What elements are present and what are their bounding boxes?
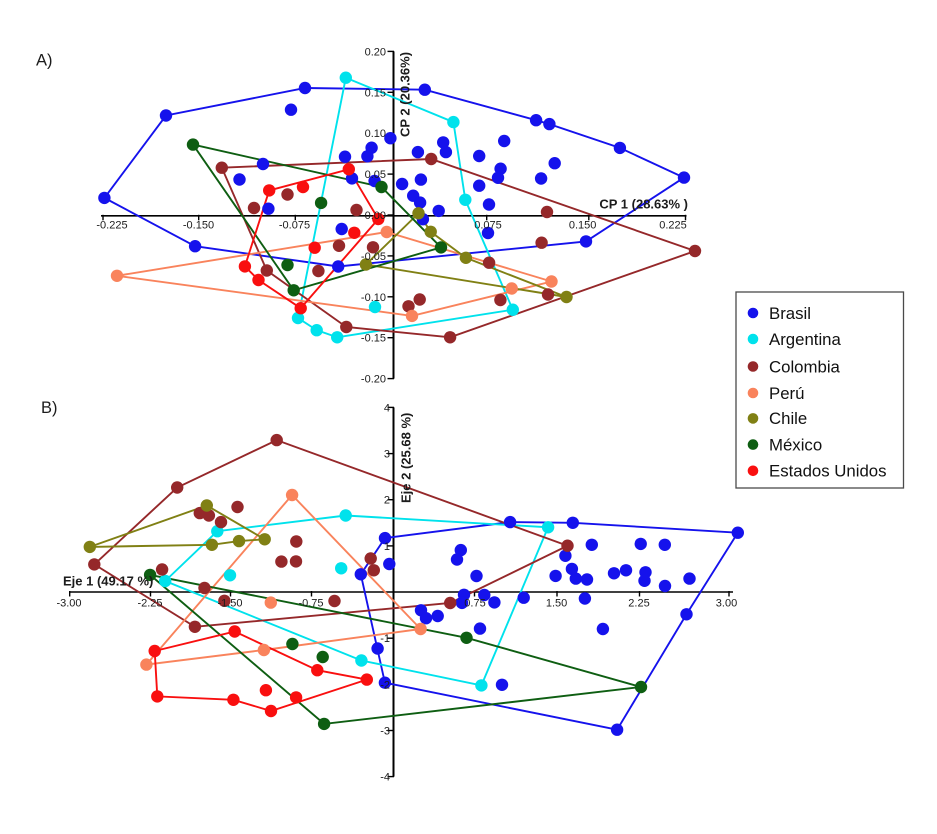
svg-text:0.20: 0.20 <box>365 46 386 58</box>
svg-text:México: México <box>769 435 822 454</box>
svg-text:-0.075: -0.075 <box>279 220 310 232</box>
svg-text:1: 1 <box>384 541 390 553</box>
svg-text:Chile: Chile <box>769 409 807 428</box>
svg-text:-1.50: -1.50 <box>217 598 242 610</box>
svg-text:Estados Unidos: Estados Unidos <box>769 462 887 481</box>
svg-text:-0.20: -0.20 <box>361 374 386 386</box>
svg-text:-0.75: -0.75 <box>298 598 323 610</box>
svg-text:0.05: 0.05 <box>365 169 386 181</box>
svg-text:-0.150: -0.150 <box>183 220 214 232</box>
svg-text:0.15: 0.15 <box>365 87 386 99</box>
svg-text:0.75: 0.75 <box>464 598 485 610</box>
svg-text:Brasil: Brasil <box>769 304 811 323</box>
svg-text:-0.05: -0.05 <box>361 251 386 263</box>
svg-text:0.225: 0.225 <box>659 220 687 232</box>
svg-text:0.150: 0.150 <box>569 220 597 232</box>
svg-text:B): B) <box>41 399 58 417</box>
svg-text:-2.25: -2.25 <box>137 598 162 610</box>
svg-text:0.075: 0.075 <box>474 220 502 232</box>
svg-text:1.50: 1.50 <box>546 598 567 610</box>
svg-text:-1: -1 <box>380 633 390 645</box>
svg-text:Perú: Perú <box>769 384 804 403</box>
svg-text:A): A) <box>36 52 53 70</box>
svg-text:Colombia: Colombia <box>769 357 841 376</box>
svg-text:Eje 1 (49.17 %): Eje 1 (49.17 %) <box>63 574 153 589</box>
svg-text:0.00: 0.00 <box>365 210 386 222</box>
svg-text:CP 1 (28.63% ): CP 1 (28.63% ) <box>599 197 688 212</box>
svg-text:-0.15: -0.15 <box>361 333 386 345</box>
svg-text:2: 2 <box>384 495 390 507</box>
svg-text:-2: -2 <box>380 679 390 691</box>
svg-text:CP 2 (20.36%): CP 2 (20.36%) <box>398 52 413 137</box>
svg-text:-0.10: -0.10 <box>361 292 386 304</box>
svg-text:3.00: 3.00 <box>716 598 737 610</box>
svg-text:-3: -3 <box>380 726 390 738</box>
svg-text:4: 4 <box>384 402 390 414</box>
svg-text:0.10: 0.10 <box>365 128 386 140</box>
svg-text:Argentina: Argentina <box>769 330 842 349</box>
svg-text:3: 3 <box>384 449 390 461</box>
svg-text:Eje 2 (25.68 %): Eje 2 (25.68 %) <box>399 413 414 503</box>
svg-text:2.25: 2.25 <box>628 598 649 610</box>
svg-text:-4: -4 <box>380 772 390 784</box>
svg-text:-3.00: -3.00 <box>56 598 81 610</box>
svg-text:-0.225: -0.225 <box>96 220 127 232</box>
